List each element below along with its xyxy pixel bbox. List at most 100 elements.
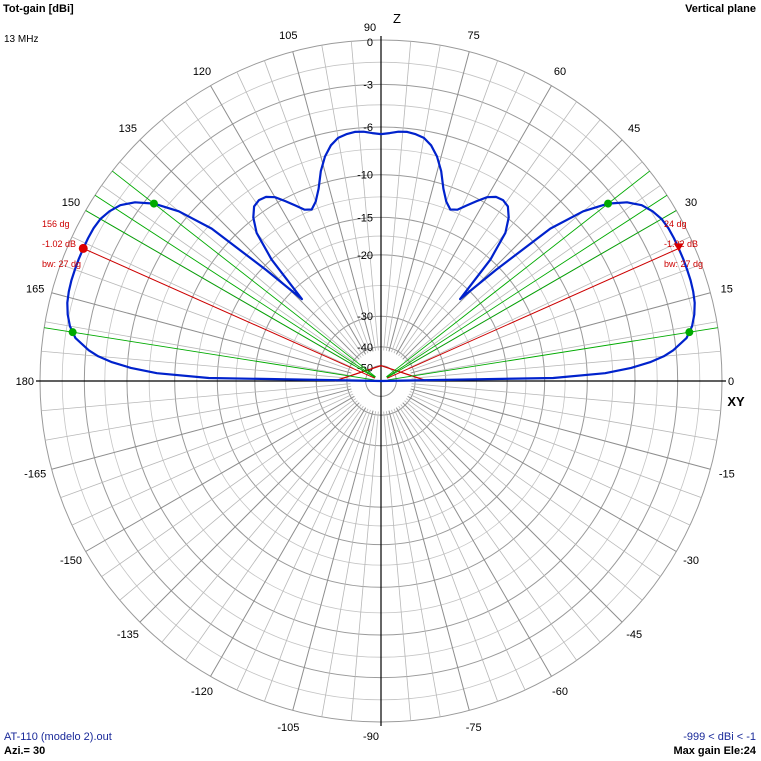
angle-tick-label: 105 [279,30,297,42]
angle-tick-label: -120 [191,686,213,698]
max-gain-arrow [673,243,684,252]
spoke-75 [388,51,470,352]
angle-tick-label: -60 [552,686,568,698]
spoke-35 [405,185,661,364]
spoke-125 [185,101,364,357]
spoke-10 [411,321,717,377]
spoke-320 [404,400,643,601]
beamwidth-edge-dot [149,199,158,208]
spoke-285 [388,410,470,711]
angle-tick-label: -15 [719,469,735,481]
angle-tick-label: -135 [117,629,139,641]
spoke-55 [398,101,577,357]
radial-tick-label: -30 [357,311,373,323]
spoke-315 [402,402,623,623]
spoke-220 [119,400,358,601]
angle-tick-label: -150 [60,555,82,567]
spoke-195 [51,388,352,470]
spoke-45 [402,139,623,360]
spoke-350 [411,385,717,441]
radial-tick-label: -20 [357,250,373,262]
spoke-215 [101,398,357,577]
max-gain-label: Max gain Ele:24 [673,745,756,757]
gain-pattern-curve [66,130,696,383]
spoke-165 [51,292,352,374]
spoke-170 [45,321,351,377]
angle-tick-label: 30 [685,197,697,209]
spoke-65 [393,71,526,354]
spoke-145 [101,185,357,364]
spoke-140 [119,161,358,362]
right-angle-label: 24 dg [664,219,687,229]
spoke-185 [41,383,351,412]
frequency-label: 13 MHz [4,34,39,45]
right-bw-label: bw: 27 dg [664,259,703,269]
angle-tick-label: 45 [628,123,640,135]
spoke-60 [395,85,552,355]
chart-title: Tot-gain [dBi] [3,3,74,15]
angle-tick-label: 75 [468,30,480,42]
spoke-280 [385,411,441,717]
angle-tick-label: -75 [466,722,482,734]
spoke-105 [292,51,374,352]
spoke-355 [411,383,721,412]
file-label: AT-110 (modelo 2).out [4,731,112,743]
range-label: -999 < dBi < -1 [683,731,756,743]
spoke-5 [411,350,721,379]
angle-tick-label: 15 [721,283,733,295]
angle-tick-label: 120 [193,66,211,78]
radial-tick-label: -10 [357,170,373,182]
spoke-245 [236,408,369,691]
spoke-190 [45,385,351,441]
plane-label: Vertical plane [685,3,756,15]
beamwidth-line [44,327,375,381]
angle-tick-label: 165 [26,283,44,295]
beamwidth-line [85,210,376,378]
main-lobe-line [387,247,681,379]
beamwidth-edge-dot [685,328,694,337]
angle-tick-label: -165 [24,469,46,481]
spoke-235 [185,405,364,661]
left-angle-label: 156 dg [42,219,70,229]
spoke-40 [404,161,643,362]
spoke-155 [71,236,354,369]
spoke-210 [85,395,355,552]
spoke-80 [385,45,441,351]
spoke-325 [405,398,661,577]
left-gain-label: -1.02 dB [42,239,76,249]
spoke-130 [161,119,362,358]
spoke-50 [400,119,601,358]
beamwidth-line [386,210,677,378]
spoke-230 [161,404,362,643]
angle-tick-label: 0 [728,376,734,388]
spoke-15 [410,292,711,374]
spoke-85 [383,41,412,351]
spoke-250 [263,409,371,702]
spoke-310 [400,404,601,643]
xy-axis-label: XY [727,394,745,409]
spoke-240 [210,407,367,677]
max-gain-dot [78,243,88,253]
radial-tick-label: -15 [357,212,373,224]
spoke-135 [139,139,360,360]
angle-tick-label: -90 [363,731,379,743]
left-bw-label: bw: 27 dg [42,259,81,269]
spoke-265 [350,411,379,721]
spoke-305 [398,405,577,661]
angle-tick-label: 150 [62,197,80,209]
beamwidth-line [94,194,376,378]
spoke-70 [391,60,499,353]
beamwidth-edge-dot [68,328,77,337]
angle-tick-label: 90 [364,22,376,34]
spoke-300 [395,407,552,677]
z-axis-label: Z [393,11,401,26]
spoke-255 [292,410,374,711]
angle-tick-label: -30 [683,555,699,567]
radial-tick-label: -3 [363,79,373,91]
angle-tick-label: 135 [119,123,137,135]
spoke-120 [210,85,367,355]
radial-tick-label: -6 [363,122,373,134]
angle-tick-label: 60 [554,66,566,78]
spoke-295 [393,408,526,691]
